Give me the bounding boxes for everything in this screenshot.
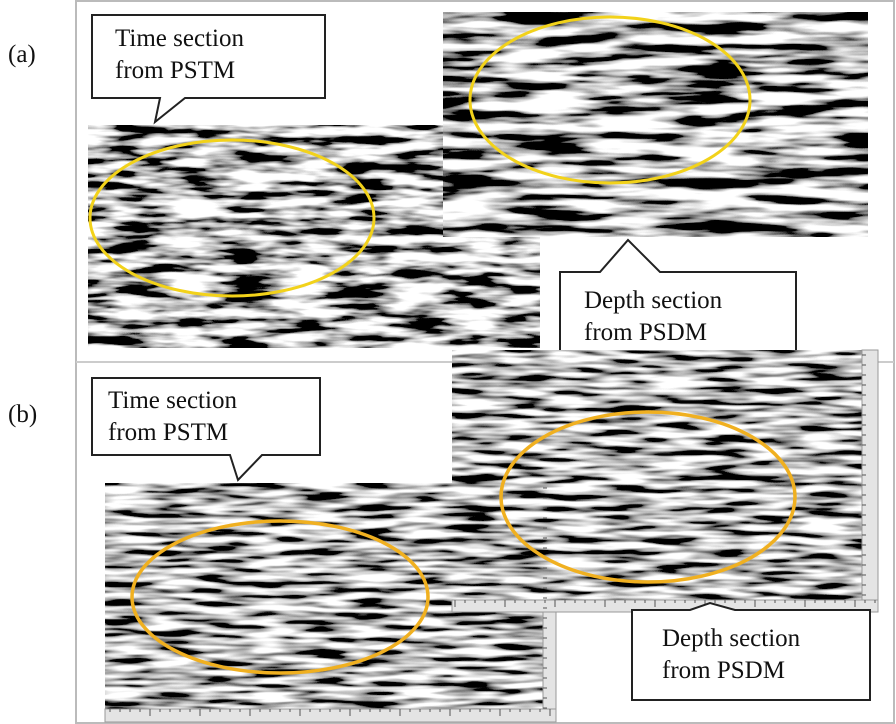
axis-bar [862, 350, 878, 612]
callout-text: Time section [108, 387, 237, 414]
panel-label: (a) [8, 41, 36, 68]
callout-text: Depth section [662, 625, 801, 652]
callout-text: Time section [115, 25, 244, 52]
figure: (a) Time section from PSTM Depth section… [0, 0, 896, 724]
seismic-depth-section [452, 350, 862, 600]
seismic-depth-section [443, 12, 868, 237]
callout-text: from PSDM [662, 657, 785, 684]
callout-text: from PSTM [108, 419, 228, 446]
callout-text: Depth section [584, 287, 723, 314]
panel-label: (b) [8, 401, 37, 428]
callout-text: from PSDM [584, 319, 707, 346]
callout-text: from PSTM [115, 57, 235, 84]
